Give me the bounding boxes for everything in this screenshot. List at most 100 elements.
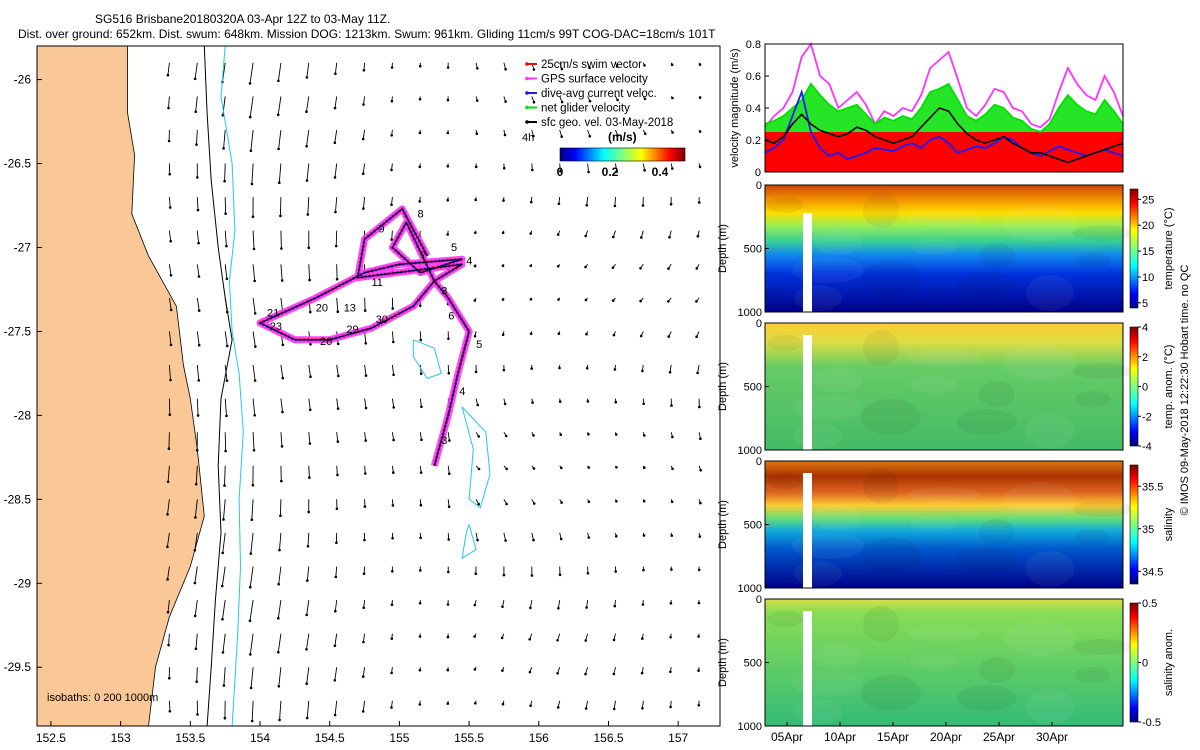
velocity-arrow bbox=[336, 364, 339, 377]
velocity-arrow-head bbox=[641, 369, 644, 373]
velocity-arrow-head bbox=[169, 274, 173, 277]
velocity-arrow-head bbox=[669, 202, 673, 206]
velocity-arrow bbox=[277, 633, 282, 653]
velocity-arrow-head bbox=[169, 378, 172, 382]
legend-marker bbox=[525, 105, 529, 110]
map-y-tick-label: -28 bbox=[14, 408, 32, 422]
section-y-tick-label: 500 bbox=[744, 244, 762, 256]
velocity-arrow-head bbox=[643, 97, 647, 101]
velocity-arrow-head bbox=[641, 637, 644, 640]
velocity-arrow-head bbox=[586, 400, 590, 403]
velocity-arrow-head bbox=[281, 410, 284, 414]
velocity-arrow-head bbox=[253, 279, 256, 283]
velocity-arrow-head bbox=[197, 309, 201, 312]
map-legend: 25cm/s swim vector GPS surface velocity di… bbox=[525, 59, 673, 129]
velocity-arrow-head bbox=[698, 165, 702, 169]
velocity-arrow-head bbox=[193, 614, 197, 618]
velocity-arrow-head bbox=[418, 635, 422, 638]
velocity-arrow-head bbox=[556, 265, 560, 268]
velocity-arrow bbox=[224, 264, 228, 279]
track-day-label: 4 bbox=[466, 255, 472, 267]
velocity-arrow-head bbox=[476, 403, 480, 407]
section-x-tick-label: 05Apr bbox=[771, 730, 803, 744]
velocity-arrow-head bbox=[643, 64, 646, 67]
velocity-arrow-head bbox=[698, 535, 702, 538]
velocity-arrow-head bbox=[305, 648, 308, 651]
velocity-arrow bbox=[279, 532, 282, 551]
velocity-arrow-head bbox=[588, 135, 592, 138]
map-y-tick-label: -27 bbox=[14, 240, 32, 254]
velocity-arrow-head bbox=[418, 668, 422, 672]
velocity-arrow-head bbox=[226, 344, 229, 348]
section-data-gap bbox=[803, 213, 812, 312]
velocity-arrow-head bbox=[223, 179, 226, 183]
velocity-arrow-head bbox=[446, 165, 450, 168]
velocity-arrow-head bbox=[698, 130, 702, 133]
velocity-arrow-head bbox=[473, 264, 477, 268]
velocity-arrow-head bbox=[612, 333, 616, 337]
velocity-arrow-head bbox=[197, 379, 201, 382]
velocity-arrow bbox=[249, 62, 254, 84]
velocity-arrow-head bbox=[477, 502, 481, 506]
velocity-arrow-head bbox=[278, 548, 281, 552]
velocity-arrow-head bbox=[695, 267, 699, 270]
velocity-arrow bbox=[391, 398, 395, 408]
section-texture bbox=[814, 505, 862, 531]
velocity-arrow-head bbox=[336, 407, 340, 410]
velocity-arrow-head bbox=[448, 439, 451, 442]
track-day-label: 21 bbox=[267, 307, 279, 319]
velocity-arrow-head bbox=[248, 619, 252, 622]
velocity-arrow-head bbox=[194, 482, 198, 486]
velocity-arrow-head bbox=[391, 307, 395, 310]
velocity-arrow bbox=[222, 600, 226, 620]
glider-track bbox=[256, 205, 473, 467]
section-texture bbox=[1004, 620, 1076, 656]
speed-colorbar: 4h (m/s) 0 0.2 0.4 bbox=[522, 130, 686, 179]
velocity-arrow-head bbox=[362, 640, 365, 644]
velocity-arrow-head bbox=[670, 534, 674, 537]
velocity-arrow bbox=[277, 62, 282, 81]
section-colorbar-tick-label: 10 bbox=[1142, 272, 1154, 284]
track-day-label: 23 bbox=[270, 321, 282, 333]
velocity-arrow bbox=[391, 331, 394, 342]
velocity-arrow-head bbox=[168, 710, 172, 713]
velocity-arrow bbox=[306, 163, 310, 181]
velocity-arrow-head bbox=[615, 534, 618, 538]
velocity-arrow bbox=[391, 364, 395, 375]
velocity-arrow-head bbox=[642, 568, 645, 572]
velocity-arrow bbox=[280, 230, 282, 249]
velocity-arrow-head bbox=[166, 578, 169, 581]
velocity-arrow-head bbox=[446, 603, 450, 606]
section-panel: 0 500 1000 Depth (m) -0.5 0 0.5 salinity anom. 0… bbox=[717, 594, 1175, 744]
velocity-arrow-head bbox=[585, 367, 589, 370]
velocity-arrow bbox=[195, 465, 198, 485]
section-field bbox=[765, 461, 1123, 588]
velocity-arrow-head bbox=[696, 234, 700, 238]
velocity-y-axis: 0 0.2 0.4 0.6 0.8 bbox=[746, 39, 769, 179]
velocity-arrow-head bbox=[615, 65, 619, 68]
track-line bbox=[259, 208, 470, 466]
velocity-arrow-head bbox=[671, 167, 674, 170]
velocity-arrow bbox=[196, 364, 200, 381]
map-y-tick-label: -26 bbox=[14, 73, 32, 87]
section-y-label: Depth (m) bbox=[717, 638, 729, 687]
velocity-arrow bbox=[195, 633, 198, 649]
velocity-arrow-head bbox=[193, 77, 197, 81]
velocity-y-label: velocity magnitude (m/s) bbox=[729, 48, 741, 167]
velocity-arrow-head bbox=[336, 342, 340, 346]
velocity-arrow bbox=[559, 163, 561, 172]
velocity-arrow bbox=[224, 465, 226, 486]
velocity-arrow-head bbox=[587, 432, 590, 436]
colorbar-tick-label: 0 bbox=[557, 165, 564, 179]
section-colorbar-tick-label: 0 bbox=[1142, 658, 1148, 670]
velocity-arrow-head bbox=[305, 613, 309, 617]
velocity-arrow-head bbox=[698, 96, 702, 99]
velocity-arrow bbox=[419, 398, 422, 407]
isobath-200m bbox=[203, 46, 233, 726]
velocity-arrow-head bbox=[222, 147, 225, 150]
velocity-arrow-head bbox=[361, 172, 365, 175]
velocity-arrow-head bbox=[475, 99, 479, 102]
velocity-arrow-head bbox=[390, 238, 394, 241]
credit-text: © IMOS 09-May-2018 12:22:30 Hobart time.… bbox=[1179, 265, 1191, 516]
